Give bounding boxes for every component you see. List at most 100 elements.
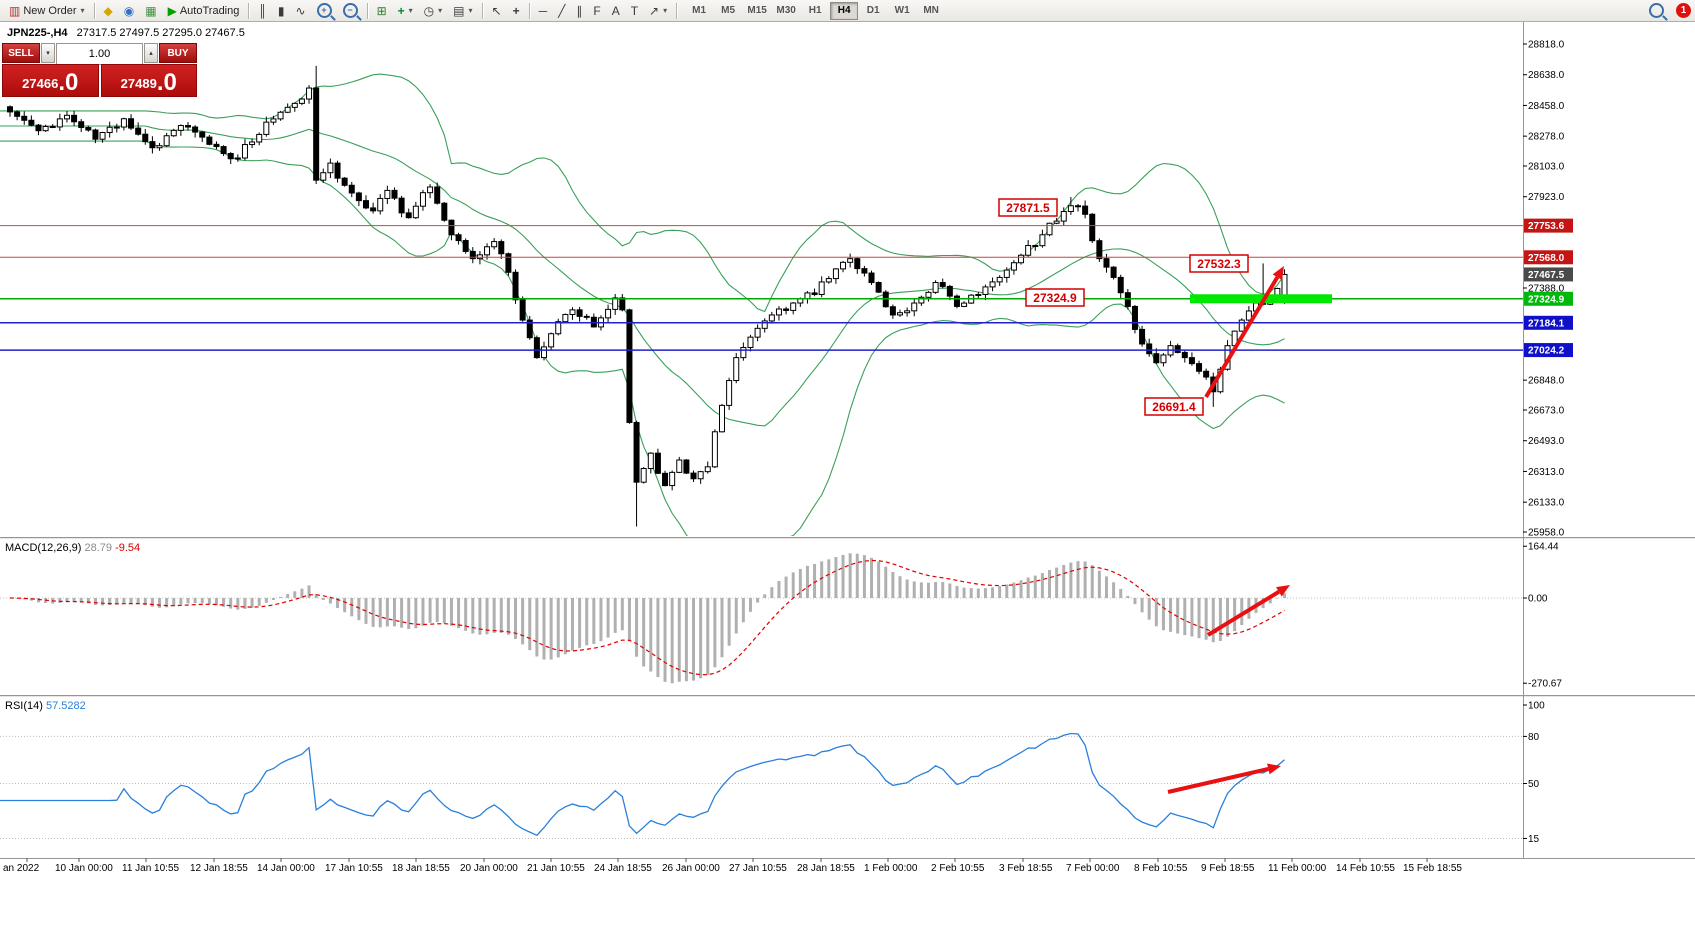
svg-text:28 Jan 18:55: 28 Jan 18:55 [797,863,855,874]
arrows-button[interactable]: ↗ ▾ [644,1,672,21]
metaeditor-icon: ◆ [103,3,113,18]
svg-text:27467.5: 27467.5 [1528,270,1565,281]
svg-text:26848.0: 26848.0 [1528,376,1565,387]
indicators-button[interactable]: + ▾ [393,1,418,21]
candlestick-chart-button[interactable]: ▮ [273,1,290,21]
timeframe-w1-button[interactable]: W1 [888,2,916,20]
sell-price-main: 27466 [22,76,59,91]
caret-up-icon: ▴ [149,50,153,57]
bar-chart-button[interactable]: ║ [253,1,272,21]
timeframe-h1-button[interactable]: H1 [801,2,829,20]
timeframe-toolbar: M1 M5 M15 M30 H1 H4 D1 W1 MN [685,1,945,20]
volume-increase-button[interactable]: ▴ [144,43,158,63]
line-chart-button[interactable]: ∿ [291,1,311,21]
macd-axis: 164.44 0.00 -270.67 MACD(12,26,9) 28.79 -9.… [5,542,1562,690]
channel-icon: ∥ [576,3,583,18]
buy-price-main: 27489 [120,76,157,91]
svg-text:27324.9: 27324.9 [1033,291,1077,305]
panel-separators [0,22,1695,859]
timeframe-h4-button[interactable]: H4 [830,1,859,20]
svg-text:28103.0: 28103.0 [1528,162,1565,173]
line-chart-icon: ∿ [295,3,306,18]
toolbar-separator [481,2,483,19]
timeframe-mn-button[interactable]: MN [917,2,945,20]
tile-windows-button[interactable]: ⊞ [372,1,392,21]
svg-text:20 Jan 00:00: 20 Jan 00:00 [460,863,518,874]
volume-decrease-button[interactable]: ▾ [41,43,55,63]
toolbar-separator [528,2,530,19]
price-axis: 28818.0 28638.0 28458.0 28278.0 28103.0 27923… [1523,40,1573,539]
fibonacci-button[interactable]: F [588,1,605,21]
timeframe-m1-button[interactable]: M1 [685,2,713,20]
svg-text:14 Jan 00:00: 14 Jan 00:00 [257,863,315,874]
text-icon: A [611,3,620,18]
svg-text:15: 15 [1528,834,1540,845]
svg-text:28458.0: 28458.0 [1528,101,1565,112]
buy-price-display[interactable]: 27489.0 [100,64,197,97]
community-button[interactable]: ◉ [119,1,139,21]
svg-text:27024.2: 27024.2 [1528,346,1565,357]
svg-text:26691.4: 26691.4 [1152,400,1196,414]
buy-button[interactable]: BUY [159,43,197,63]
notification-badge[interactable]: 1 [1676,3,1691,18]
text-button[interactable]: A [607,1,625,21]
macd-panel [0,553,1523,684]
periods-button[interactable]: ◷ ▾ [419,1,448,21]
sell-price-display[interactable]: 27466.0 [2,64,99,97]
trendline-icon: ╱ [558,3,566,18]
svg-text:50: 50 [1528,779,1540,790]
cursor-button[interactable]: ↖ [487,1,507,21]
market-button[interactable]: ▦ [140,1,161,21]
svg-text:26 Jan 00:00: 26 Jan 00:00 [662,863,720,874]
horizontal-line-icon: ─ [538,3,548,18]
sell-button[interactable]: SELL [2,43,40,63]
timeframe-m30-button[interactable]: M30 [772,2,800,20]
metaeditor-button[interactable]: ◆ [99,1,118,21]
label-button[interactable]: T [626,1,643,21]
time-axis: an 2022 10 Jan 00:00 11 Jan 10:55 12 Jan 18… [3,858,1462,874]
volume-input[interactable] [56,43,143,65]
chevron-down-icon: ▾ [408,6,413,15]
zoom-in-button[interactable]: + [312,1,337,21]
svg-text:MACD(12,26,9) 28.79 -9.54: MACD(12,26,9) 28.79 -9.54 [5,542,140,554]
rsi-axis: 100 80 50 15 RSI(14) 57.5282 [5,700,1545,845]
autotrading-button[interactable]: ▶ AutoTrading [163,1,245,21]
highlight-zone [1190,294,1332,304]
annotation-layer: 27871.5 27532.3 27324.9 26691.4 [998,198,1249,416]
ohlc-values-label: 27317.5 27497.5 27295.0 27467.5 [76,27,245,39]
trendline-button[interactable]: ╱ [553,1,570,21]
crosshair-button[interactable]: + [508,1,525,21]
arrows-icon: ↗ [649,3,660,18]
buy-price-pips: .0 [156,69,177,96]
svg-text:28278.0: 28278.0 [1528,132,1565,143]
search-icon [1649,3,1664,18]
timeframe-m15-button[interactable]: M15 [743,2,771,20]
svg-text:21 Jan 10:55: 21 Jan 10:55 [527,863,585,874]
new-order-button[interactable]: ▥ New Order ▾ [4,1,90,21]
horizontal-line-button[interactable]: ─ [534,1,553,21]
svg-text:10 Jan 00:00: 10 Jan 00:00 [55,863,113,874]
zoom-out-button[interactable]: − [338,1,363,21]
templates-button[interactable]: ▤ ▾ [448,1,477,21]
svg-text:26493.0: 26493.0 [1528,436,1565,447]
svg-text:100: 100 [1528,701,1545,712]
periods-icon: ◷ [423,3,435,18]
market-icon: ▦ [145,3,157,18]
timeframe-d1-button[interactable]: D1 [859,2,887,20]
svg-text:17 Jan 10:55: 17 Jan 10:55 [325,863,383,874]
chart-symbol-label: JPN225-,H4 27317.5 27497.5 27295.0 27467… [7,27,245,39]
timeframe-m5-button[interactable]: M5 [714,2,742,20]
tile-windows-icon: ⊞ [376,3,387,18]
channel-button[interactable]: ∥ [571,1,587,21]
cursor-icon: ↖ [491,3,502,18]
svg-text:28638.0: 28638.0 [1528,70,1565,81]
toolbar-separator [366,2,368,19]
svg-text:2 Feb 10:55: 2 Feb 10:55 [931,863,985,874]
chevron-down-icon: ▾ [468,6,473,15]
svg-text:24 Jan 18:55: 24 Jan 18:55 [594,863,652,874]
svg-text:27753.6: 27753.6 [1528,221,1565,232]
toolbar: ▥ New Order ▾ ◆ ◉ ▦ ▶ AutoTrading ║ ▮ ∿ + − ⊞ + ▾ ◷ ▾ ▤ ▾ ↖ +… [0,0,1695,22]
search-button[interactable] [1644,1,1669,21]
trade-controls-row: SELL ▾ ▴ BUY [2,43,197,65]
